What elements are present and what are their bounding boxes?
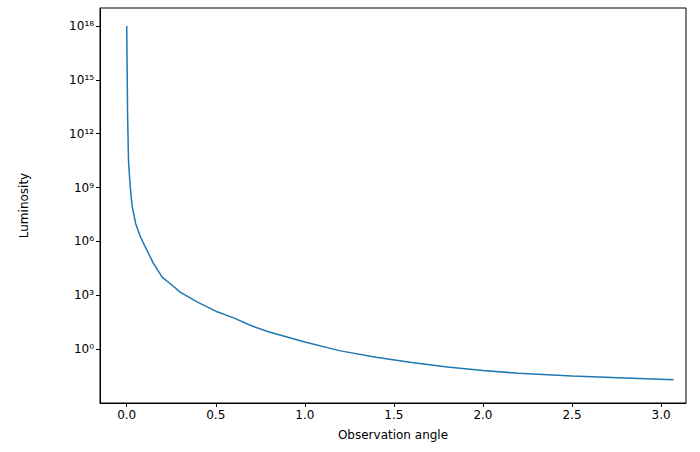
svg-text:0.0: 0.0 xyxy=(117,408,136,422)
svg-text:1.0: 1.0 xyxy=(295,408,314,422)
svg-text:10⁰: 10⁰ xyxy=(74,342,94,356)
svg-text:10³: 10³ xyxy=(74,288,94,302)
svg-text:10¹⁵: 10¹⁵ xyxy=(69,73,94,87)
svg-text:10¹²: 10¹² xyxy=(69,127,94,141)
svg-text:2.0: 2.0 xyxy=(473,408,492,422)
svg-text:10¹⁸: 10¹⁸ xyxy=(69,19,94,33)
svg-text:3.0: 3.0 xyxy=(652,408,671,422)
svg-text:1.5: 1.5 xyxy=(384,408,403,422)
svg-text:10⁹: 10⁹ xyxy=(74,181,94,195)
svg-text:Observation angle: Observation angle xyxy=(338,428,448,442)
svg-text:0.5: 0.5 xyxy=(206,408,225,422)
svg-text:Luminosity: Luminosity xyxy=(17,173,31,238)
svg-text:10⁶: 10⁶ xyxy=(74,234,94,248)
svg-text:2.5: 2.5 xyxy=(562,408,581,422)
